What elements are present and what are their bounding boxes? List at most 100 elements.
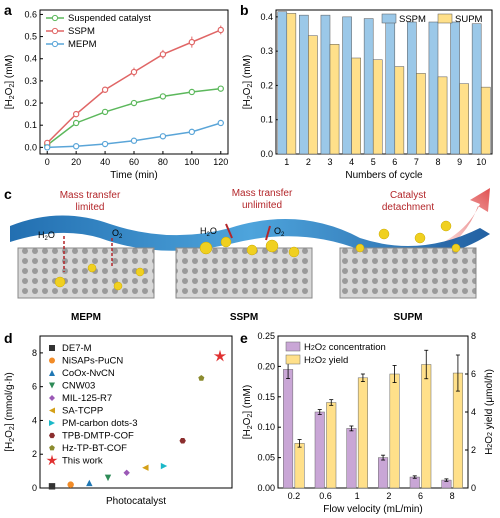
catalyst-particle xyxy=(199,241,213,255)
catalyst-particle xyxy=(440,220,452,232)
data-point-a xyxy=(217,85,224,92)
legend-label-e: H2O2 yield xyxy=(304,355,348,366)
y-tick-label-b: 0.1 xyxy=(260,115,273,125)
y-axis-label-e: [H2O2] (mM) xyxy=(242,385,254,439)
data-point-a xyxy=(72,110,80,118)
legend-marker-d xyxy=(49,395,55,401)
o2-label-1: O2 xyxy=(112,228,123,240)
panel-letter-e: e xyxy=(240,330,248,346)
legend-marker-d xyxy=(49,370,55,376)
y-tick-label-b: 0.2 xyxy=(260,80,273,90)
mepm-block xyxy=(17,247,155,299)
y-axis-label-b: [H2O2] (mM) xyxy=(242,55,254,109)
y-tick-label-d: 0 xyxy=(32,483,37,493)
catalyst-particle xyxy=(265,239,279,253)
legend-label-d: CoOx-NvCN xyxy=(62,368,115,379)
legend-label-e: H2O2 concentration xyxy=(304,342,386,353)
legend-label-a: SSPM xyxy=(68,26,95,37)
x-tick-label-a: 100 xyxy=(184,157,199,167)
data-point-a xyxy=(159,93,167,100)
x-tick-label-b: 10 xyxy=(476,157,486,167)
mepm-label: MEPM xyxy=(71,312,101,323)
x-tick-label-a: 60 xyxy=(129,157,139,167)
data-point-d xyxy=(179,437,186,444)
mt-unlimited-line-1: Mass transfer xyxy=(232,188,293,199)
bar-b xyxy=(299,14,309,155)
x-tick-label-e: 2 xyxy=(386,491,391,501)
y-tick-label-b: 0.4 xyxy=(260,12,273,22)
y-tick-label-a: 0.6 xyxy=(24,9,37,19)
y-axis-label-a: [H2O2] (mM) xyxy=(4,55,16,109)
x-tick-label-b: 2 xyxy=(306,157,311,167)
y-tick-label-d: 2 xyxy=(32,449,37,459)
data-point-d xyxy=(48,483,56,490)
sspm-label: SSPM xyxy=(230,312,258,323)
bar-e xyxy=(421,364,432,489)
y-tick-label-b: 0.0 xyxy=(260,149,273,159)
legend-marker-d xyxy=(49,445,55,451)
y-tick-label-d: 4 xyxy=(32,415,37,425)
water-wave xyxy=(10,215,490,259)
y-tick-label-d: 6 xyxy=(32,382,37,392)
bar-b xyxy=(450,21,460,155)
legend-marker-a xyxy=(51,14,59,22)
bar-e xyxy=(409,476,420,489)
data-point-a xyxy=(72,119,80,127)
legend-label-d: DE7-M xyxy=(62,343,92,354)
data-point-a xyxy=(130,99,138,107)
x-tick-label-e: 1 xyxy=(355,491,360,501)
catalyst-particle xyxy=(135,267,145,277)
y-tick-label-a: 0.3 xyxy=(24,76,37,86)
bar-e xyxy=(326,402,337,489)
data-point-a xyxy=(130,137,138,144)
bar-e xyxy=(378,457,389,489)
x-tick-label-b: 3 xyxy=(327,157,332,167)
data-point-a xyxy=(159,51,167,58)
legend-marker-d xyxy=(49,420,55,426)
sspm-block xyxy=(175,247,313,299)
y-tick-label-e: 0.15 xyxy=(257,392,275,402)
bar-b xyxy=(437,76,448,155)
data-point-a xyxy=(101,86,109,93)
bar-b xyxy=(363,18,374,155)
y-tick-label-e: 0.20 xyxy=(257,361,275,371)
data-point-a xyxy=(130,68,138,76)
y-tick-label-e: 0.25 xyxy=(257,331,275,341)
x-tick-label-b: 5 xyxy=(371,157,376,167)
chart-d: 0 2 4 6 8 Photocatalyst [H2O2] (mmol/g·h) DE7-M… xyxy=(4,335,233,507)
y2-tick-label-e: 0 xyxy=(471,483,476,493)
legend-marker-d xyxy=(49,345,55,351)
catalyst-particle xyxy=(414,232,426,244)
x-tick-label-e: 8 xyxy=(450,491,455,501)
catalyst-particle xyxy=(113,281,123,291)
x-axis-label-e: Flow velocity (mL/min) xyxy=(323,504,422,515)
legend-label-d: NiSAPs-PuCN xyxy=(62,356,123,367)
panel-letter-a: a xyxy=(4,2,12,18)
y-tick-label-e: 0.00 xyxy=(257,483,275,493)
legend-marker-a xyxy=(51,27,59,35)
legend-label-d: PM-carbon dots-3 xyxy=(62,418,138,429)
bar-b xyxy=(416,73,426,155)
bar-b xyxy=(286,13,297,155)
data-point-a xyxy=(159,133,167,140)
bar-b xyxy=(342,16,352,155)
data-point-a xyxy=(188,38,196,46)
panel-letter-b: b xyxy=(240,2,249,18)
data-point-a xyxy=(101,140,109,148)
supm-label: SUPM xyxy=(394,312,423,323)
y-tick-label-a: 0.0 xyxy=(24,142,37,152)
x-tick-label-b: 6 xyxy=(392,157,397,167)
legend-swatch-e xyxy=(285,354,301,365)
schematic-c: Mass transfer limited Mass transfer unlimi… xyxy=(10,188,490,323)
panel-letter-d: d xyxy=(4,330,13,346)
bar-b xyxy=(385,18,396,155)
mt-limited-line-2: limited xyxy=(76,202,105,213)
bar-b xyxy=(471,23,482,155)
bar-e xyxy=(357,377,368,489)
x-tick-label-a: 80 xyxy=(158,157,168,167)
x-tick-label-a: 120 xyxy=(213,157,228,167)
legend-label-d: SA-TCPP xyxy=(62,406,103,417)
y2-tick-label-e: 6 xyxy=(471,369,476,379)
plot-frame-d xyxy=(39,335,233,489)
legend-label-a: MEPM xyxy=(68,39,97,50)
